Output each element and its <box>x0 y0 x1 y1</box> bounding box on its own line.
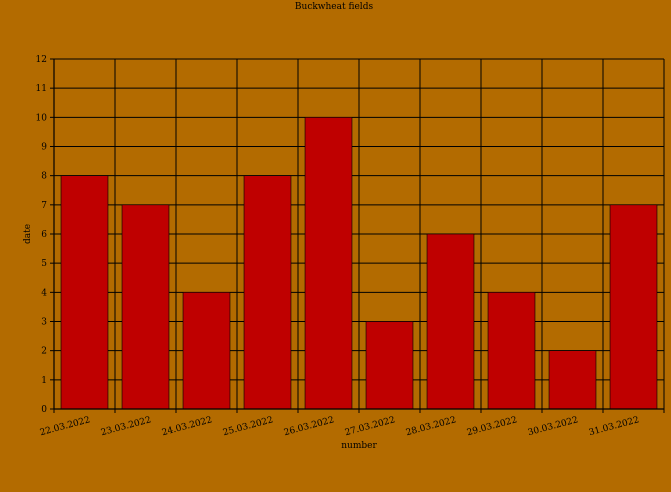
axes <box>50 58 665 413</box>
x-tick-label: 31.03.2022 <box>588 415 640 438</box>
bars <box>60 117 658 410</box>
bar <box>243 175 292 410</box>
x-tick-label: 23.03.2022 <box>100 415 152 438</box>
y-tick-label: 3 <box>41 318 47 328</box>
y-axis-label: date <box>23 224 33 244</box>
x-tick-label: 25.03.2022 <box>222 415 274 438</box>
chart-title: Buckwheat fields <box>295 2 374 12</box>
bar <box>60 175 109 410</box>
y-tick-label: 11 <box>36 84 47 94</box>
x-tick-label: 30.03.2022 <box>527 415 579 438</box>
x-tick-label: 26.03.2022 <box>283 415 335 438</box>
y-tick-label: 6 <box>41 230 47 240</box>
bar <box>304 117 353 410</box>
bar <box>365 321 414 410</box>
x-tick-label: 27.03.2022 <box>344 415 396 438</box>
bar <box>182 292 231 410</box>
y-tick-label: 8 <box>41 172 47 182</box>
bar <box>426 233 475 410</box>
x-tick-labels: 22.03.2022 23.03.2022 24.03.2022 25.03.2022… <box>39 415 640 438</box>
bar <box>548 350 597 410</box>
x-axis-label: number <box>341 441 377 451</box>
y-tick-label: 2 <box>41 347 47 357</box>
y-tick-label: 1 <box>41 376 47 386</box>
bar <box>609 204 658 410</box>
y-tick-label: 10 <box>36 113 48 123</box>
bar <box>487 292 536 410</box>
y-tick-label: 12 <box>36 55 47 65</box>
y-tick-label: 9 <box>41 143 47 153</box>
x-tick-label: 22.03.2022 <box>39 415 91 438</box>
x-tick-label: 29.03.2022 <box>466 415 518 438</box>
y-tick-label: 7 <box>41 201 47 211</box>
y-tick-label: 0 <box>41 405 47 415</box>
x-tick-label: 24.03.2022 <box>161 415 213 438</box>
y-tick-label: 5 <box>41 259 47 269</box>
y-tick-label: 4 <box>41 288 47 298</box>
bar <box>121 204 170 410</box>
x-tick-label: 28.03.2022 <box>405 415 457 438</box>
